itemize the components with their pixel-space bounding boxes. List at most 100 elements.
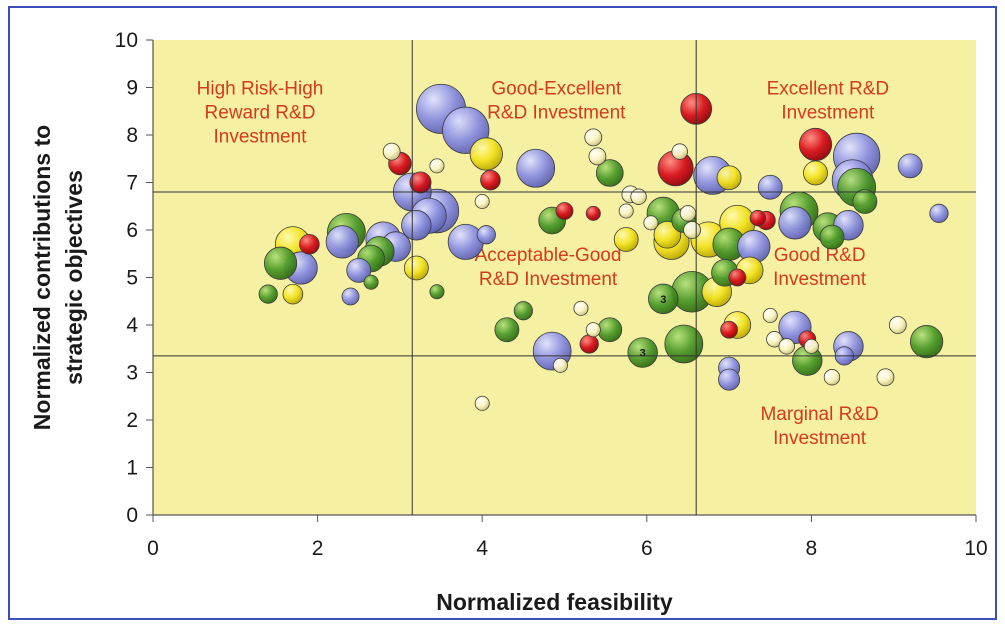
bubble-light_yellow — [588, 147, 607, 166]
bubble-green — [258, 284, 278, 304]
bubble-red — [798, 127, 833, 162]
x-tick-label: 4 — [476, 537, 488, 560]
x-tick-label: 8 — [806, 537, 818, 560]
bubble-blue — [778, 206, 812, 240]
bubble-blue — [757, 174, 783, 200]
bubble-light_yellow — [552, 357, 568, 373]
bubble-green — [627, 337, 658, 368]
bubble-light_yellow — [766, 331, 783, 348]
y-tick-label: 1 — [126, 457, 138, 480]
zone-label: Acceptable-Good R&D Investment — [475, 245, 622, 290]
bubble-light_yellow — [618, 203, 634, 219]
zone-label-line: Good-Excellent — [491, 79, 622, 100]
bubble-blue — [346, 257, 372, 283]
bubble-blue — [718, 368, 741, 391]
bubble-light_yellow — [762, 307, 778, 323]
bubble-light_yellow — [778, 338, 795, 355]
bubble-green — [513, 301, 533, 321]
bubble-yellow — [282, 283, 304, 305]
bubble-blue — [401, 210, 432, 241]
bubble-green — [595, 159, 624, 187]
bubble-light_yellow — [382, 142, 401, 161]
bubble-green — [263, 246, 298, 280]
bubble-yellow — [403, 255, 429, 281]
zone-label-line: R&D Investment — [479, 269, 618, 290]
bubble-light_yellow — [876, 368, 895, 387]
bubble-green — [664, 324, 704, 364]
bubble-blue — [325, 225, 359, 259]
bubble-light_yellow — [803, 338, 819, 354]
zone-label: Good R&D Investment — [773, 245, 867, 290]
bubble-blue — [897, 153, 923, 179]
bubble-green — [597, 317, 623, 343]
bubble-yellow — [803, 160, 828, 186]
y-tick-label: 7 — [126, 172, 138, 195]
zone-label-line: Marginal R&D — [760, 404, 878, 425]
bubble-red — [480, 169, 501, 191]
bubble-yellow — [613, 227, 639, 252]
bubble-red — [585, 205, 601, 221]
y-tick-label: 5 — [126, 267, 138, 290]
y-axis-label: Normalized contributions to strategic obj… — [29, 125, 87, 430]
y-tick-label: 9 — [126, 77, 138, 100]
bubble-blue — [516, 148, 556, 188]
zone-label: Good-Excellent R&D Investment — [487, 79, 626, 124]
zone-label-line: Investment — [773, 428, 867, 449]
bubble-green — [910, 325, 944, 359]
bubble-light_yellow — [429, 158, 445, 174]
y-axis-label-line2: strategic objectives — [61, 170, 87, 385]
bubble-blue — [447, 223, 484, 260]
bubble-light_yellow — [585, 322, 601, 338]
zone-label-line: Reward R&D — [205, 103, 316, 124]
bubble-light_yellow — [888, 316, 907, 334]
x-tick-label: 10 — [964, 537, 987, 560]
bubble-light_yellow — [671, 143, 688, 160]
bubble-red — [555, 202, 574, 220]
bubble-count-label: 3 — [640, 348, 646, 360]
zone-label-line: Acceptable-Good — [475, 245, 622, 266]
bubble-green — [648, 283, 679, 315]
bubble-yellow — [469, 137, 503, 171]
bubble-light_yellow — [584, 128, 603, 147]
bubble-green — [852, 189, 878, 214]
bubble-red — [299, 233, 320, 255]
bubble-light_yellow — [679, 205, 697, 222]
x-tick-label: 6 — [641, 537, 653, 560]
zone-label-line: Investment — [781, 103, 875, 124]
zone-label-line: Investment — [214, 127, 308, 148]
bubble-green — [819, 224, 845, 250]
bubble-blue — [476, 225, 496, 245]
bubble-count-label: 3 — [660, 294, 666, 306]
bubble-red — [728, 268, 747, 287]
y-tick-label: 2 — [126, 409, 138, 432]
zone-label: Marginal R&D Investment — [760, 404, 878, 449]
x-tick-label: 2 — [312, 537, 324, 560]
bubble-green — [363, 274, 379, 290]
bubble-red — [720, 320, 738, 339]
bubble-red — [409, 171, 432, 194]
bubble-green — [429, 284, 445, 300]
zone-label-line: High Risk-High — [197, 79, 324, 100]
y-tick-label: 8 — [126, 124, 138, 147]
y-tick-label: 0 — [126, 504, 138, 527]
bubble-red — [579, 334, 599, 354]
bubble-red — [749, 209, 767, 227]
bubble-light_yellow — [474, 395, 490, 411]
bubble-light_yellow — [573, 300, 589, 316]
x-axis-label: Normalized feasibility — [436, 589, 673, 615]
bubble-light_yellow — [474, 193, 490, 209]
zone-label: High Risk-High Reward R&D Investment — [197, 79, 324, 148]
zone-label-line: Excellent R&D — [767, 79, 890, 100]
y-axis-label-line1: Normalized contributions to — [29, 125, 55, 430]
y-tick-label: 6 — [126, 219, 138, 242]
bubble-light_yellow — [823, 369, 841, 386]
bubble-blue — [341, 287, 360, 306]
bubble-yellow — [716, 165, 742, 191]
y-tick-label: 3 — [126, 362, 138, 385]
zone-label-line: Investment — [773, 269, 867, 290]
y-tick-label: 4 — [126, 314, 138, 337]
bubble-light_yellow — [683, 221, 701, 239]
zone-label-line: R&D Investment — [487, 103, 626, 124]
bubble-green — [494, 317, 520, 343]
